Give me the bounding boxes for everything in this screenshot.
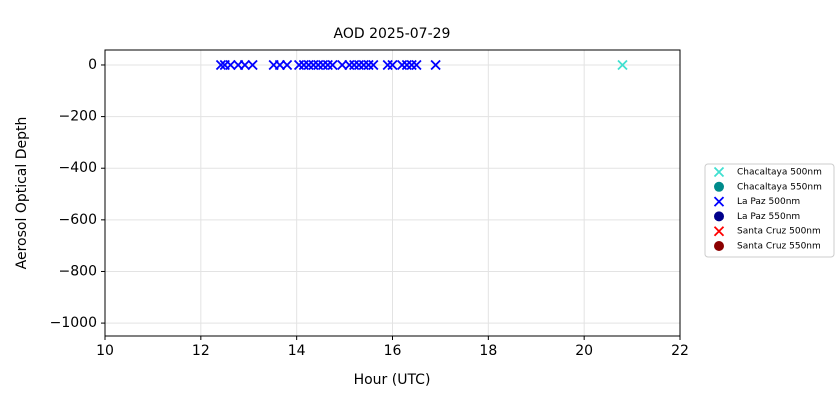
point: [215, 59, 227, 71]
legend-label: Chacaltaya 500nm: [737, 168, 822, 178]
x-tick-label: 12: [192, 343, 210, 359]
legend: Chacaltaya 500nm Chacaltaya 550nm La Paz 5…: [704, 163, 835, 258]
chart-title: AOD 2025-07-29: [334, 26, 451, 42]
point: [387, 59, 398, 71]
legend-marker: [714, 241, 724, 251]
legend-marker: [713, 226, 725, 237]
y-tick-label: −800: [59, 263, 97, 279]
y-axis-label: Aerosol Optical Depth: [14, 117, 30, 270]
x-tick-label: 20: [575, 343, 593, 359]
legend-label: Chacaltaya 550nm: [737, 182, 822, 192]
legend-marker: [713, 196, 725, 207]
point: [430, 59, 441, 71]
marks: [215, 59, 628, 71]
x-tick-label: 18: [479, 343, 497, 359]
x-tick-label: 14: [288, 343, 306, 359]
grid: [104, 50, 681, 336]
legend-marker: [713, 166, 725, 178]
x-tick-label: 10: [96, 343, 114, 359]
legend-label: La Paz 550nm: [737, 212, 800, 222]
legend-box: [704, 163, 835, 258]
point: [225, 59, 236, 71]
point: [281, 59, 293, 71]
point: [411, 59, 422, 71]
legend-marker: [714, 211, 724, 222]
x-tick-label: 22: [671, 343, 689, 359]
y-tick-label: −1000: [50, 315, 97, 331]
x-axis-label: Hour (UTC): [354, 372, 431, 388]
point: [368, 59, 379, 71]
y-tick-label: −400: [59, 160, 97, 176]
y-tick-label: 0: [88, 57, 97, 73]
y-tick-label: −200: [59, 109, 97, 125]
point: [239, 59, 251, 71]
legend-label: Santa Cruz 550nm: [737, 242, 821, 252]
legend-label: Santa Cruz 500nm: [737, 227, 821, 237]
legend-marker: [714, 181, 724, 192]
point: [617, 59, 628, 71]
x-tick-label: 16: [384, 343, 402, 359]
point: [327, 59, 338, 71]
legend-label: La Paz 500nm: [737, 197, 800, 207]
y-tick-label: −600: [59, 212, 97, 228]
point: [247, 59, 258, 71]
